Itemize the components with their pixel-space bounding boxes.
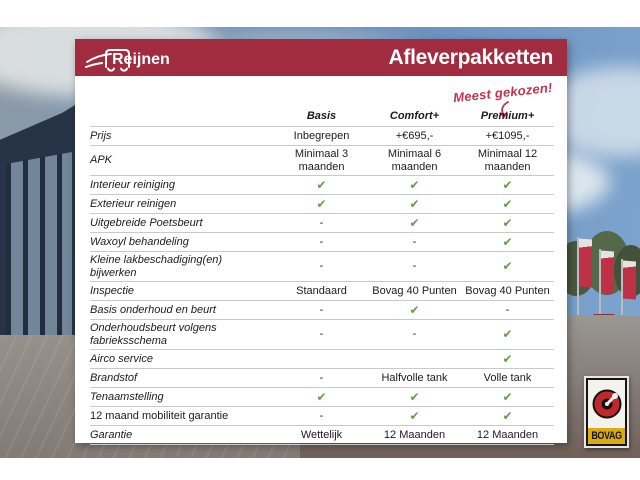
bovag-badge: BOVAG [584, 376, 629, 448]
dealer-flag [623, 260, 636, 300]
packages-card: Reijnen Afleverpakketten Meest gekozen! … [75, 39, 567, 445]
cell-value: - [319, 303, 324, 316]
check-icon: ✔ [316, 389, 327, 404]
table-header-row: Basis Comfort+ Premium+ [90, 103, 554, 127]
cell-value: +€695,- [395, 129, 434, 142]
car-logo-icon: Reijnen [85, 48, 170, 72]
row-label: Exterieur reinigen [90, 197, 177, 210]
check-icon: ✔ [409, 302, 420, 317]
cell-value: - [319, 235, 324, 248]
cell-value: - [505, 303, 510, 316]
cell-value: Minimaal 6 maanden [387, 147, 442, 173]
row-label: Basis onderhoud en beurt [90, 303, 216, 316]
check-icon: ✔ [409, 408, 420, 423]
row-label: Tenaamstelling [90, 390, 164, 403]
row-label: Brandstof [90, 371, 138, 384]
page-title: Afleverpakketten [388, 45, 554, 69]
check-icon: ✔ [502, 351, 513, 366]
cell-value: Bovag 40 Punten [372, 284, 457, 297]
cell-value: - [319, 328, 324, 340]
row-label: Interieur reiniging [90, 178, 175, 191]
check-icon: ✔ [502, 215, 513, 230]
check-icon: ✔ [316, 177, 327, 192]
table-row: Onderhoudsbeurt volgens fabrieksschema - -… [90, 320, 554, 350]
cell-value: - [412, 235, 417, 248]
table-row: Basis onderhoud en beurt - ✔ - [90, 301, 554, 320]
cell-value: Minimaal 12 maanden [477, 147, 538, 173]
check-icon: ✔ [502, 389, 513, 404]
table-row: Waxoyl behandeling - - ✔ [90, 233, 554, 252]
table-row: Interieur reiniging ✔ ✔ ✔ [90, 176, 554, 195]
card-header: Reijnen Afleverpakketten [75, 39, 567, 76]
most-chosen-annotation: Meest gekozen! [452, 79, 554, 106]
row-label: APK [90, 154, 113, 166]
dealer-flag [601, 250, 614, 294]
dealer-flag [579, 238, 592, 288]
flag-pole [577, 237, 579, 329]
brand-name: Reijnen [112, 51, 170, 68]
row-label: Waxoyl behandeling [90, 235, 189, 248]
cell-value: - [319, 260, 324, 272]
cell-value: Minimaal 3 maanden [294, 147, 349, 173]
row-label: Inspectie [90, 284, 135, 297]
cell-value: Halfvolle tank [381, 371, 448, 384]
cell-value: Wettelijk [300, 428, 343, 441]
row-label: Onderhoudsbeurt volgens fabrieksschema [90, 321, 217, 347]
table-row: Tenaamstelling ✔ ✔ ✔ [90, 388, 554, 407]
bovag-label: BOVAG [588, 428, 625, 444]
table-row: Airco service ✔ [90, 350, 554, 369]
check-icon: ✔ [409, 196, 420, 211]
check-icon: ✔ [409, 389, 420, 404]
cell-value: - [319, 216, 324, 229]
cell-value: Standaard [296, 284, 347, 297]
table-body: Prijs Inbegrepen +€695,- +€1095,- APK Minimaa… [90, 127, 554, 445]
cell-value: - [412, 260, 417, 272]
cell-value: 12 Maanden [476, 428, 539, 441]
table-row: Exterieur reinigen ✔ ✔ ✔ [90, 195, 554, 214]
cell-value: - [319, 409, 324, 422]
row-label: Airco service [90, 352, 153, 365]
check-icon: ✔ [502, 234, 513, 249]
cell-value: Bovag 40 Punten [465, 284, 550, 297]
packages-table: Basis Comfort+ Premium+ Prijs Inbegrepen +… [90, 103, 554, 445]
column-header-premium: Premium+ [480, 110, 535, 122]
flag-pole [599, 249, 601, 333]
check-icon: ✔ [502, 327, 513, 341]
cell-value: +€1095,- [485, 129, 530, 142]
check-icon: ✔ [502, 259, 513, 273]
table-row: Prijs Inbegrepen +€695,- +€1095,- [90, 127, 554, 146]
check-icon: ✔ [409, 215, 420, 230]
column-header-comfort: Comfort+ [389, 110, 440, 122]
bovag-disc-icon [588, 380, 625, 428]
table-row: 12 maand mobiliteit garantie - ✔ ✔ [90, 407, 554, 426]
cell-value: Volle tank [483, 371, 532, 384]
table-row: Garantie Wettelijk 12 Maanden 12 Maanden [90, 426, 554, 445]
row-label: Garantie [90, 428, 133, 441]
table-row: Brandstof - Halfvolle tank Volle tank [90, 369, 554, 388]
curved-arrow-icon [499, 101, 509, 118]
row-label: Uitgebreide Poetsbeurt [90, 216, 203, 229]
column-header-basis: Basis [306, 110, 337, 122]
row-label: Prijs [90, 129, 112, 142]
table-row: Uitgebreide Poetsbeurt - ✔ ✔ [90, 214, 554, 233]
row-label: Kleine lakbeschadiging(en) bijwerken [90, 253, 223, 279]
cell-value: Inbegrepen [293, 129, 350, 142]
table-row: Inspectie Standaard Bovag 40 Punten Bovag 4… [90, 282, 554, 301]
check-icon: ✔ [502, 177, 513, 192]
cell-value: 12 Maanden [383, 428, 446, 441]
flag-pole [621, 259, 623, 335]
check-icon: ✔ [502, 196, 513, 211]
dealership-building [0, 102, 80, 372]
check-icon: ✔ [409, 177, 420, 192]
table-row: Kleine lakbeschadiging(en) bijwerken - - ✔ [90, 252, 554, 282]
building-windows [6, 152, 72, 352]
reijnen-logo: Reijnen [85, 43, 203, 73]
table-row: APK Minimaal 3 maanden Minimaal 6 maanden M… [90, 146, 554, 176]
row-label: 12 maand mobiliteit garantie [90, 409, 229, 422]
cell-value: - [412, 328, 417, 340]
cell-value: - [319, 371, 324, 384]
check-icon: ✔ [316, 196, 327, 211]
check-icon: ✔ [502, 408, 513, 423]
